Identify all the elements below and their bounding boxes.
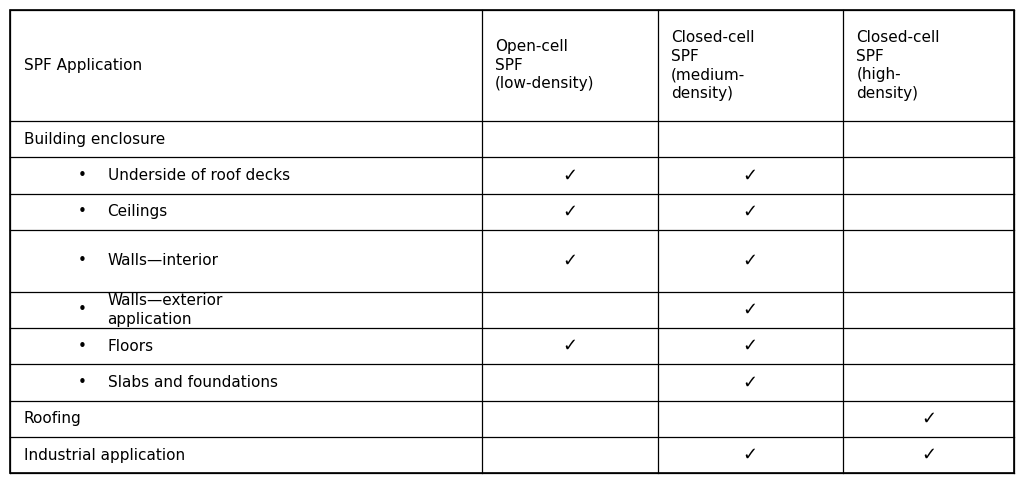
Text: ✓: ✓	[562, 203, 578, 221]
Text: ✓: ✓	[742, 203, 758, 221]
Text: Roofing: Roofing	[24, 412, 81, 426]
Text: Ceilings: Ceilings	[108, 204, 168, 219]
Text: ✓: ✓	[921, 410, 936, 428]
Text: ✓: ✓	[742, 337, 758, 355]
Text: Open-cell
SPF
(low-density): Open-cell SPF (low-density)	[496, 39, 595, 91]
Text: ✓: ✓	[562, 167, 578, 185]
Text: Industrial application: Industrial application	[24, 448, 184, 463]
Text: •: •	[78, 204, 86, 219]
Text: ✓: ✓	[921, 446, 936, 464]
Text: •: •	[78, 254, 86, 269]
Text: ✓: ✓	[562, 252, 578, 270]
Text: Closed-cell
SPF
(high-
density): Closed-cell SPF (high- density)	[856, 30, 940, 101]
Text: •: •	[78, 168, 86, 183]
Text: Closed-cell
SPF
(medium-
density): Closed-cell SPF (medium- density)	[671, 30, 755, 101]
Text: ✓: ✓	[742, 167, 758, 185]
Text: •: •	[78, 302, 86, 317]
Text: ✓: ✓	[742, 373, 758, 392]
Text: •: •	[78, 339, 86, 354]
Text: ✓: ✓	[742, 252, 758, 270]
Text: Walls—exterior
application: Walls—exterior application	[108, 293, 223, 327]
Text: ✓: ✓	[742, 446, 758, 464]
Text: Building enclosure: Building enclosure	[24, 132, 165, 147]
Text: Walls—interior: Walls—interior	[108, 254, 218, 269]
Text: ✓: ✓	[562, 337, 578, 355]
Text: Underside of roof decks: Underside of roof decks	[108, 168, 290, 183]
Text: SPF Application: SPF Application	[24, 58, 141, 73]
Text: Slabs and foundations: Slabs and foundations	[108, 375, 278, 390]
Text: Floors: Floors	[108, 339, 154, 354]
Text: ✓: ✓	[742, 301, 758, 319]
Text: •: •	[78, 375, 86, 390]
